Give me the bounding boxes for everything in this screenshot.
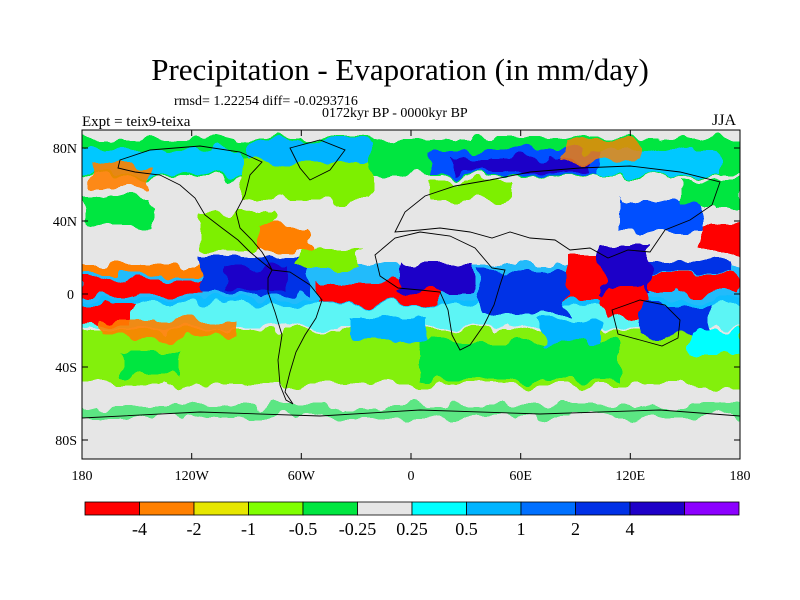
field-blob <box>120 350 180 375</box>
colorbar-box <box>466 501 522 516</box>
lon-tick-label: 180 <box>72 469 93 484</box>
field-blob <box>82 280 202 296</box>
colorbar-label: 0.25 <box>396 519 428 539</box>
field-blob <box>240 160 370 200</box>
coastline-australia <box>611 299 681 347</box>
field-blob <box>100 320 240 336</box>
colorbar-box <box>411 501 467 516</box>
field-blob <box>250 140 370 162</box>
colorbar-labels: -4 -2 -1 -0.5 -0.25 0.25 0.5 1 2 4 <box>132 519 635 539</box>
precip-evap-field <box>82 130 740 459</box>
coastline-greenland <box>289 139 346 181</box>
lon-tick-label: 60W <box>288 469 316 484</box>
lon-tick-label: 60E <box>509 469 532 484</box>
coastline-north-america <box>117 145 273 271</box>
colorbar-box <box>629 501 685 516</box>
field-blob <box>400 262 475 292</box>
field-blob <box>350 318 430 340</box>
colorbar-label: -4 <box>132 519 147 539</box>
field-blob <box>540 320 600 342</box>
lon-tick-label: 120E <box>616 469 646 484</box>
colorbar-box <box>193 501 249 516</box>
field-blob <box>650 275 740 293</box>
colorbar-label: 0.5 <box>455 519 478 539</box>
lat-tick-label: 40S <box>55 361 77 376</box>
field-blob <box>450 158 590 172</box>
field-blob <box>680 180 740 205</box>
colorbar-label: 4 <box>626 519 635 539</box>
field-blob <box>300 250 360 268</box>
field-blob <box>90 165 150 185</box>
coastline-eurasia <box>394 165 721 259</box>
colorbar-label: 1 <box>517 519 526 539</box>
field-blob <box>82 195 152 225</box>
experiment-label: Expt = teix9-teixa <box>82 114 191 130</box>
field-blob <box>225 265 285 290</box>
colorbar-box <box>302 501 358 516</box>
colorbar-label: 2 <box>571 519 580 539</box>
colorbar <box>84 501 740 516</box>
axis-ticks <box>82 130 740 459</box>
coastlines <box>82 139 740 419</box>
colorbar-label: -2 <box>187 519 202 539</box>
field-blob <box>560 140 640 160</box>
lat-tick-label: 80N <box>53 142 77 157</box>
colorbar-label: -0.5 <box>289 519 318 539</box>
lon-tick-label: 120W <box>175 469 210 484</box>
colorbar-box <box>139 501 195 516</box>
coastline-antarctica <box>82 409 740 419</box>
colorbar-box <box>248 501 304 516</box>
lon-tick-label: 180 <box>730 469 751 484</box>
colorbar-box <box>520 501 576 516</box>
statistics-line: rmsd= 1.22254 diff= -0.0293716 <box>174 94 358 109</box>
coastline-south-america <box>267 269 323 405</box>
colorbar-box <box>84 501 140 516</box>
field-blob <box>690 330 740 355</box>
colorbar-box <box>357 501 413 516</box>
colorbar-box <box>575 501 631 516</box>
colorbar-label: -0.25 <box>339 519 377 539</box>
period-label: 0172kyr BP - 0000kyr BP <box>322 106 468 121</box>
colorbar-box <box>684 501 740 516</box>
field-blob <box>700 225 740 250</box>
field-blob <box>480 270 570 315</box>
coastline-africa <box>374 231 506 351</box>
colorbar-label: -1 <box>241 519 256 539</box>
lat-tick-label: 0 <box>67 288 74 303</box>
lon-tick-label: 0 <box>408 469 415 484</box>
plot-title: Precipitation - Evaporation (in mm/day) <box>151 52 649 87</box>
lat-tick-label: 80S <box>55 434 77 449</box>
lat-tick-label: 40N <box>53 215 77 230</box>
field-blob <box>420 340 620 380</box>
field-blob <box>650 260 730 274</box>
season-label: JJA <box>712 112 737 129</box>
field-blob <box>430 180 510 200</box>
field-blob <box>200 215 270 250</box>
field-blob <box>260 225 310 250</box>
